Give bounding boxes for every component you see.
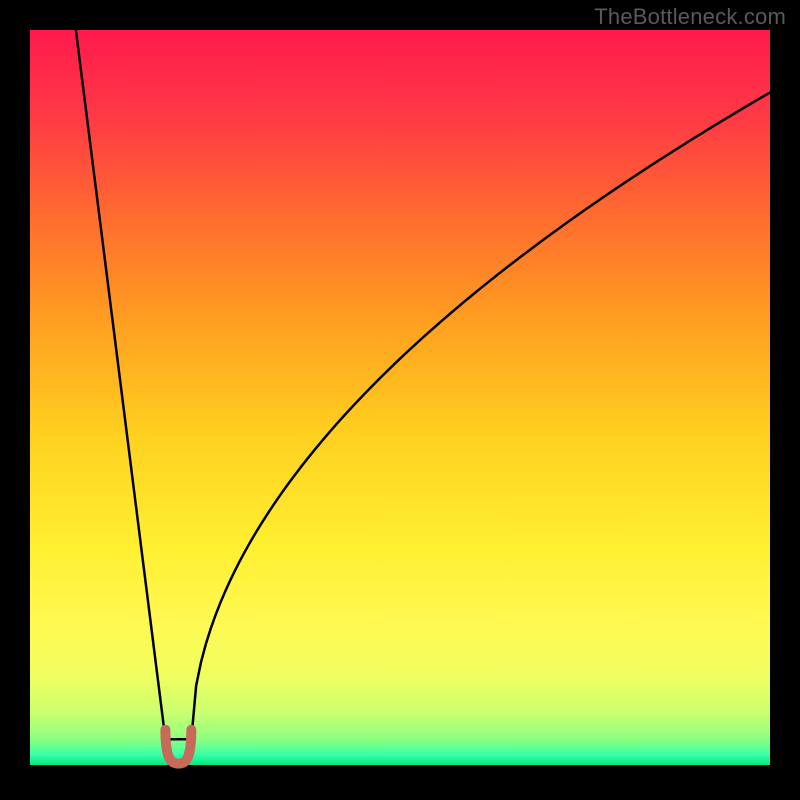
watermark-text: TheBottleneck.com [594,4,786,30]
plot-area [30,30,770,765]
bottleneck-heatmap-chart [0,0,800,800]
chart-container: TheBottleneck.com [0,0,800,800]
